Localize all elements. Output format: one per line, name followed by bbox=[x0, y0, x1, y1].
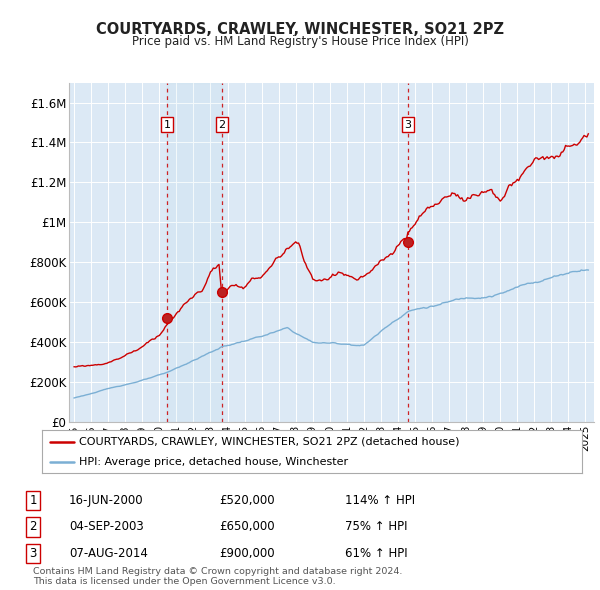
Text: 04-SEP-2003: 04-SEP-2003 bbox=[69, 520, 144, 533]
Text: 75% ↑ HPI: 75% ↑ HPI bbox=[345, 520, 407, 533]
Text: 2: 2 bbox=[218, 120, 226, 130]
Text: COURTYARDS, CRAWLEY, WINCHESTER, SO21 2PZ: COURTYARDS, CRAWLEY, WINCHESTER, SO21 2P… bbox=[96, 22, 504, 37]
Text: Price paid vs. HM Land Registry's House Price Index (HPI): Price paid vs. HM Land Registry's House … bbox=[131, 35, 469, 48]
Text: 07-AUG-2014: 07-AUG-2014 bbox=[69, 547, 148, 560]
Text: £650,000: £650,000 bbox=[219, 520, 275, 533]
Text: 61% ↑ HPI: 61% ↑ HPI bbox=[345, 547, 407, 560]
Text: Contains HM Land Registry data © Crown copyright and database right 2024.: Contains HM Land Registry data © Crown c… bbox=[33, 567, 403, 576]
Text: £900,000: £900,000 bbox=[219, 547, 275, 560]
Bar bbox=[167, 83, 222, 422]
Text: 16-JUN-2000: 16-JUN-2000 bbox=[69, 494, 143, 507]
Text: 114% ↑ HPI: 114% ↑ HPI bbox=[345, 494, 415, 507]
Text: 1: 1 bbox=[164, 120, 170, 130]
Text: 3: 3 bbox=[404, 120, 412, 130]
Text: COURTYARDS, CRAWLEY, WINCHESTER, SO21 2PZ (detached house): COURTYARDS, CRAWLEY, WINCHESTER, SO21 2P… bbox=[79, 437, 459, 447]
Text: 1: 1 bbox=[29, 494, 37, 507]
Text: £520,000: £520,000 bbox=[219, 494, 275, 507]
Text: 2: 2 bbox=[29, 520, 37, 533]
Text: This data is licensed under the Open Government Licence v3.0.: This data is licensed under the Open Gov… bbox=[33, 577, 335, 586]
Text: HPI: Average price, detached house, Winchester: HPI: Average price, detached house, Winc… bbox=[79, 457, 348, 467]
Text: 3: 3 bbox=[29, 547, 37, 560]
